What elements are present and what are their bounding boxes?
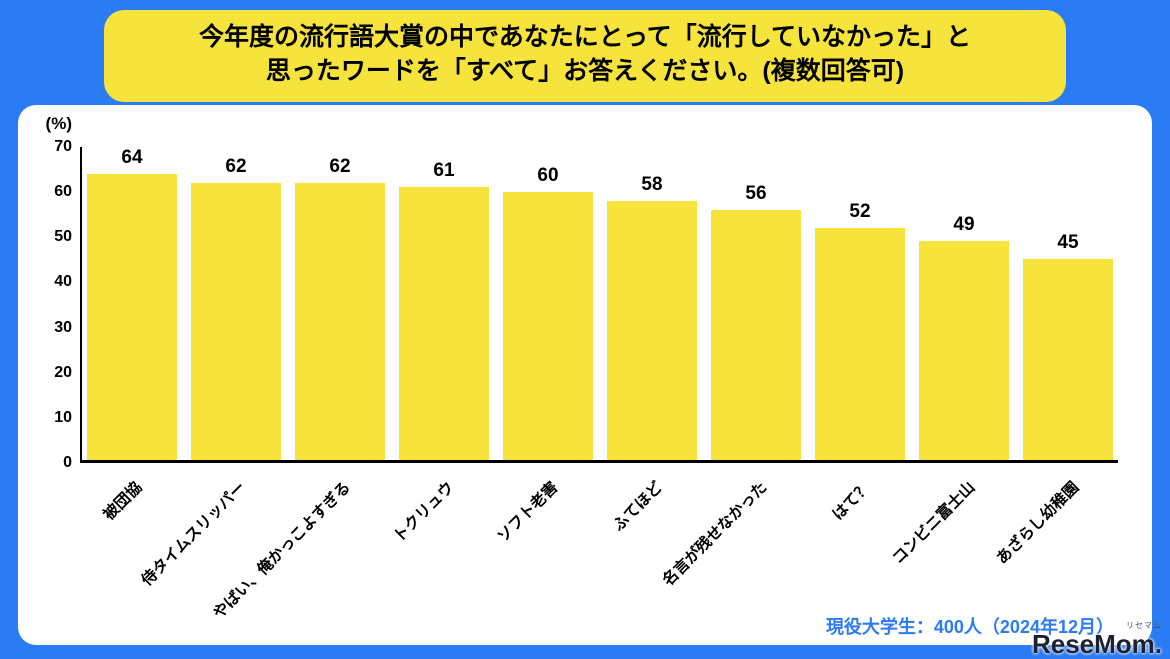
- footnote: 現役大学生：400人（2024年12月）: [825, 617, 1114, 637]
- x-label-slot: やばい、俺かっこよすぎる: [210, 466, 383, 634]
- y-tick-label: 50: [54, 228, 72, 246]
- bar-slot: 58: [607, 147, 697, 460]
- y-axis-unit-label: (%): [45, 114, 72, 133]
- y-tick-label: 10: [54, 408, 72, 426]
- x-label-slot: 名言が残せなかった: [660, 466, 800, 634]
- y-tick-label: 0: [63, 454, 72, 471]
- watermark-logo-text: ReseMom.: [1031, 629, 1162, 659]
- bar: 45: [1023, 232, 1113, 460]
- bar-value-label: 61: [433, 160, 455, 182]
- bar: 58: [607, 174, 697, 460]
- bar: 49: [919, 214, 1009, 460]
- x-tick-label: トクリュウ: [390, 478, 458, 546]
- title-line-1: 今年度の流行語大賞の中であなたにとって「流行していなかった」と: [198, 23, 971, 51]
- bar: 60: [503, 165, 593, 460]
- y-tick-label: 70: [54, 138, 72, 155]
- y-tick-label: 60: [54, 183, 72, 201]
- bar-value-label: 62: [225, 155, 247, 177]
- bar-slot: 60: [503, 147, 593, 460]
- bar-value-label: 60: [537, 164, 559, 186]
- bar-slot: 45: [1023, 147, 1113, 460]
- y-tick-label: 30: [54, 318, 72, 336]
- bar: 62: [295, 156, 385, 460]
- title-line-2: 思ったワードを「すべて」お答えください。(複数回答可): [265, 56, 905, 85]
- bar-value-label: 62: [329, 155, 351, 177]
- watermark-ruby-text: リセマム: [1126, 621, 1162, 630]
- bar-value-label: 64: [121, 146, 143, 168]
- x-tick-label: 被団協: [100, 478, 145, 524]
- y-tick-label: 40: [54, 273, 72, 291]
- x-label-slot: あざらし幼稚園: [994, 466, 1113, 634]
- bar-slot: 62: [295, 147, 385, 460]
- x-label-slot: ソフト老害: [495, 466, 592, 634]
- bar-value-label: 45: [1057, 231, 1079, 253]
- watermark: リセマム ReseMom.: [1031, 621, 1162, 659]
- plot-area: 64 62 62 61 60 58 56 52 49 45: [80, 147, 1118, 463]
- x-tick-label: ソフト老害: [494, 478, 562, 546]
- bar-value-label: 52: [849, 200, 871, 222]
- x-axis-labels: 被団協 侍タイムスリッパー やばい、俺かっこよすぎる トクリュウ ソフト老害 ふてほど 名言…: [80, 466, 1118, 634]
- bar-slot: 56: [711, 147, 801, 460]
- bar-value-label: 49: [953, 213, 975, 235]
- y-axis: (%) 70 60 50 40 30 20 10 0: [32, 114, 80, 471]
- bar: 56: [711, 183, 801, 460]
- y-tick-label: 20: [54, 363, 72, 381]
- bar: 61: [399, 160, 489, 460]
- bar-slot: 49: [919, 147, 1009, 460]
- title-banner: 今年度の流行語大賞の中であなたにとって「流行していなかった」と 思ったワードを「…: [104, 10, 1066, 102]
- x-tick-label: はて？: [829, 478, 875, 524]
- bar: 64: [87, 147, 177, 460]
- bar-value-label: 58: [641, 173, 663, 195]
- bar-slot: 52: [815, 147, 905, 460]
- chart-card: (%) 70 60 50 40 30 20 10 0 64 62 62 61 60 58 56 52 49 45…: [18, 105, 1152, 645]
- bar: 62: [191, 156, 281, 460]
- bar-slot: 61: [399, 147, 489, 460]
- chart: (%) 70 60 50 40 30 20 10 0 64 62 62 61 60 58 56 52 49 45: [32, 114, 1118, 471]
- bar-value-label: 56: [745, 182, 767, 204]
- bar-slot: 64: [87, 147, 177, 460]
- x-label-slot: トクリュウ: [391, 466, 488, 634]
- bar-slot: 62: [191, 147, 281, 460]
- bar: 52: [815, 201, 905, 460]
- x-tick-label: ふてほど: [610, 478, 666, 535]
